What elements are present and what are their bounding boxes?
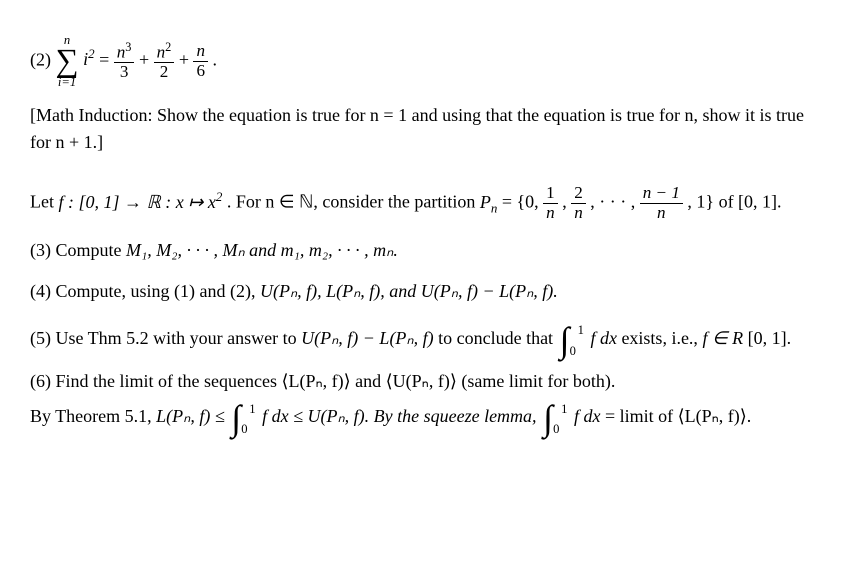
question-4: (4) Compute, using (1) and (2), U(Pₙ, f)… [30, 278, 825, 305]
integral-1: ∫ 1 0 [560, 325, 570, 354]
frac-1: n3 3 [114, 41, 135, 82]
equation-2: (2) n ∑ i=1 i2 = n3 3 + n2 2 + n 6 . [30, 34, 825, 88]
integral-3: ∫ 1 0 [543, 404, 553, 433]
frac-3: n 6 [193, 42, 208, 81]
partition-setup: Let f : [0, 1] → ℝ : x ↦ x2 . For n ∈ ℕ,… [30, 184, 825, 223]
integral-2: ∫ 1 0 [231, 404, 241, 433]
question-6: (6) Find the limit of the sequences ⟨L(P… [30, 368, 825, 433]
induction-note: [Math Induction: Show the equation is tr… [30, 102, 825, 156]
frac-2: n2 2 [154, 41, 175, 82]
eq2-label: (2) [30, 49, 51, 69]
question-5: (5) Use Thm 5.2 with your answer to U(Pₙ… [30, 325, 825, 355]
summation: n ∑ i=1 [56, 34, 79, 88]
question-3: (3) Compute M₁, M₂, · · · , Mₙ and m₁, m… [30, 237, 825, 264]
